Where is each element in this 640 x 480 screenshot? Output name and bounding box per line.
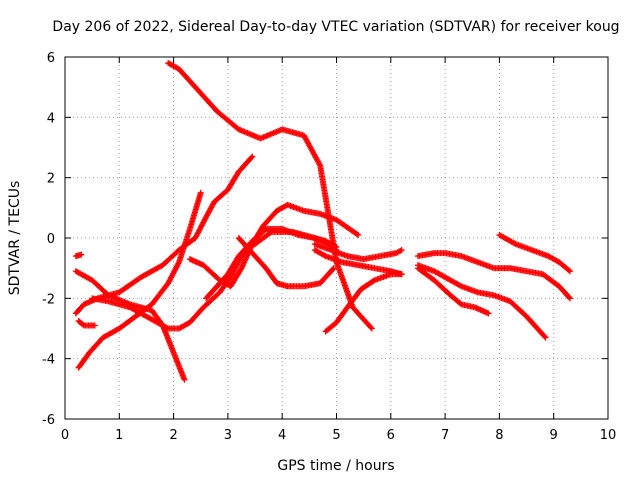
data-point xyxy=(485,310,492,317)
grid-lines xyxy=(65,57,608,419)
x-tick-label: 2 xyxy=(169,428,177,443)
x-tick-label: 3 xyxy=(224,428,232,443)
data-point xyxy=(249,153,256,160)
x-tick-label: 5 xyxy=(332,428,340,443)
x-axis-label: GPS time / hours xyxy=(277,458,394,474)
data-point xyxy=(181,376,188,383)
y-tick-label: -4 xyxy=(42,353,55,368)
data-point xyxy=(197,189,204,196)
y-tick-label: 6 xyxy=(47,51,55,66)
y-tick-label: -6 xyxy=(42,413,55,428)
data-point xyxy=(541,333,548,340)
data-point xyxy=(566,295,573,302)
data-point xyxy=(368,325,375,332)
data-point xyxy=(398,271,405,278)
data-point xyxy=(355,231,362,238)
data-point xyxy=(457,300,464,307)
x-tick-label: 0 xyxy=(61,428,69,443)
data-point xyxy=(566,268,573,275)
series-7 xyxy=(89,228,340,332)
data-point xyxy=(542,334,549,341)
data-point xyxy=(78,251,85,258)
data-point xyxy=(353,231,360,238)
series-1 xyxy=(165,60,375,332)
chart-title: Day 206 of 2022, Sidereal Day-to-day VTE… xyxy=(52,19,619,35)
data-point xyxy=(566,294,573,301)
x-tick-label: 10 xyxy=(600,428,617,443)
data-point xyxy=(330,265,337,272)
series-4 xyxy=(72,153,256,317)
data-point xyxy=(367,324,374,331)
axis-ticks: 0 1 2 3 4 5 6 7 8 9 10 -6 -4 -2 0 2 4 6 xyxy=(42,51,616,443)
x-tick-label: 6 xyxy=(387,428,395,443)
data-points xyxy=(72,60,573,383)
series-14 xyxy=(414,262,549,341)
data-point xyxy=(329,266,336,273)
series-15 xyxy=(414,265,492,317)
series-10 xyxy=(235,235,337,290)
series-11 xyxy=(311,241,405,263)
x-tick-label: 8 xyxy=(495,428,503,443)
y-axis-label: SDTVAR / TECUs xyxy=(7,181,23,296)
y-tick-label: -2 xyxy=(42,292,55,307)
series-13 xyxy=(322,271,405,335)
data-point xyxy=(91,322,98,329)
data-point xyxy=(565,267,572,274)
x-tick-label: 4 xyxy=(278,428,286,443)
y-tick-label: 0 xyxy=(47,232,55,247)
series-17 xyxy=(496,231,573,275)
data-point xyxy=(398,247,405,254)
x-tick-label: 7 xyxy=(441,428,449,443)
y-tick-label: 4 xyxy=(47,111,55,126)
x-tick-label: 1 xyxy=(115,428,123,443)
series-5 xyxy=(75,317,98,329)
series-6 xyxy=(72,251,85,260)
x-tick-label: 9 xyxy=(550,428,558,443)
series-16 xyxy=(414,250,573,302)
y-tick-label: 2 xyxy=(47,172,55,187)
data-point xyxy=(248,154,255,161)
